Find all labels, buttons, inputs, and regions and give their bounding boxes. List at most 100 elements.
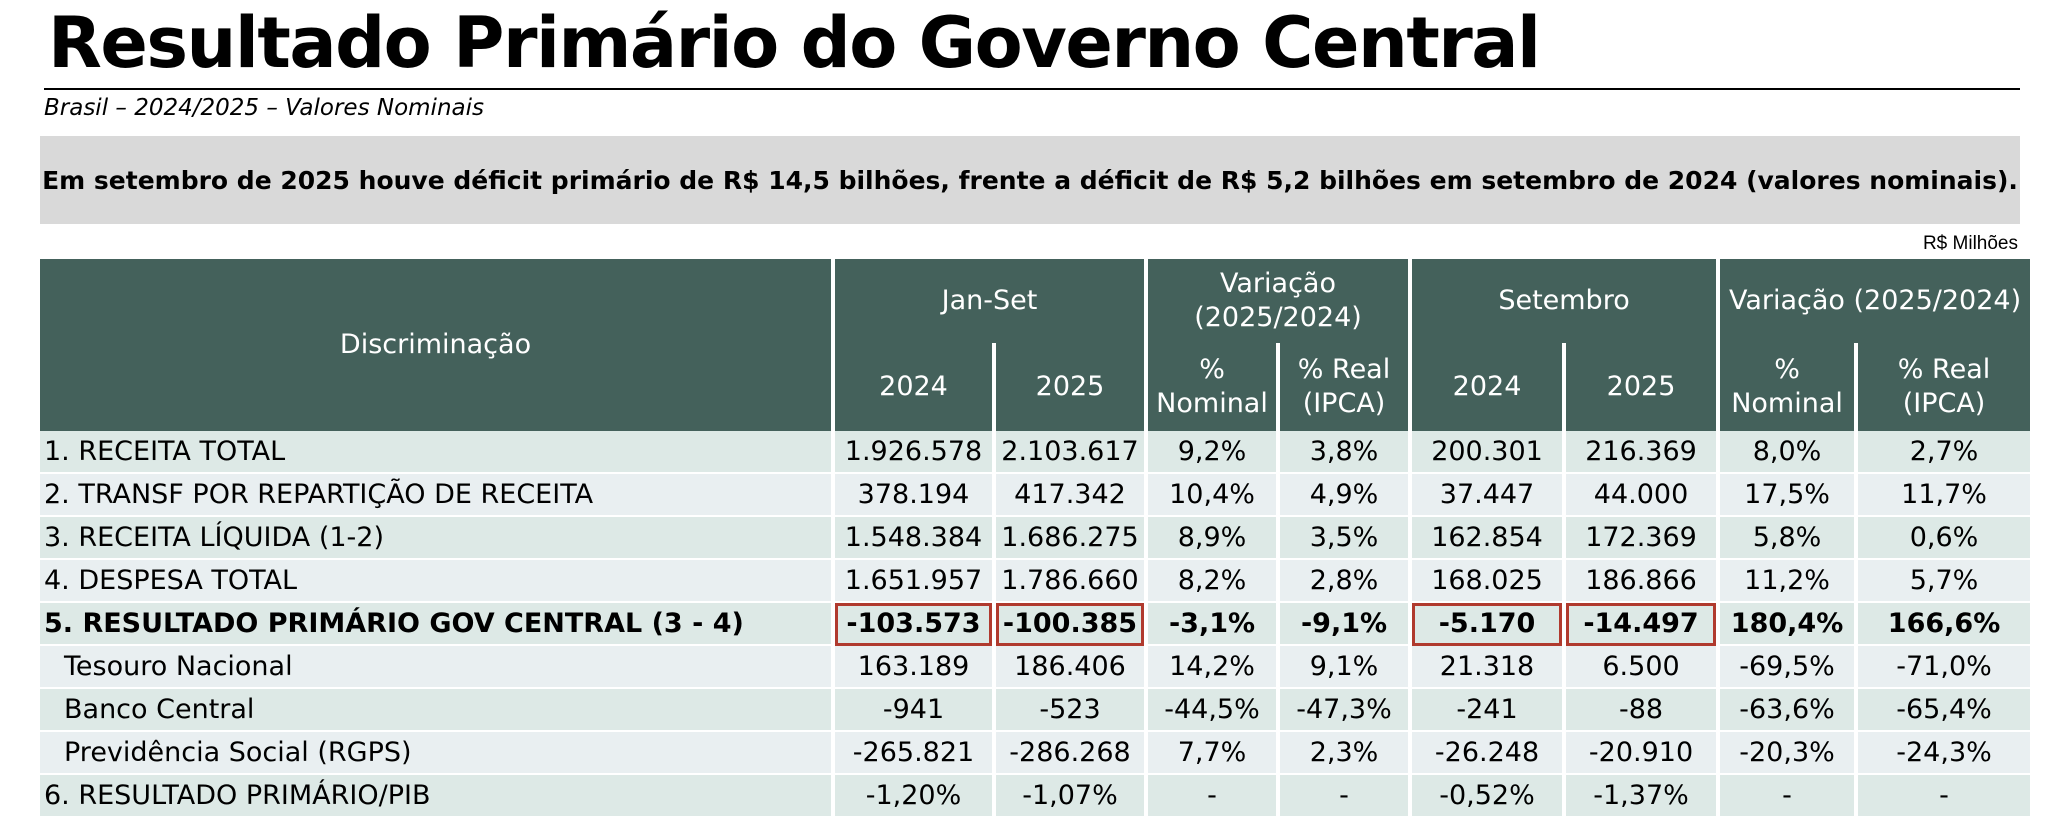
table-row-tesouro-nacional: Tesouro Nacional 163.189 186.406 14,2% 9…	[40, 646, 2031, 689]
header-pct-real-2: % Real (IPCA)	[1858, 343, 2031, 431]
row-label: Previdência Social (RGPS)	[40, 732, 831, 775]
header-pct-real-1: % Real (IPCA)	[1280, 343, 1409, 431]
row-label: 2. TRANSF POR REPARTIÇÃO DE RECEITA	[40, 474, 831, 517]
highlighted-cell: -103.573	[835, 603, 992, 646]
header-real-label: % Real	[1897, 354, 1991, 385]
header-pct-nominal-1: % Nominal	[1148, 343, 1277, 431]
table-cell: 186.406	[996, 646, 1145, 689]
table-cell: 168.025	[1412, 560, 1563, 603]
header-nominal-label: Nominal	[1731, 388, 1843, 419]
table-cell: 3,8%	[1280, 431, 1409, 474]
table-row-resultado-pib: 6. RESULTADO PRIMÁRIO/PIB -1,20% -1,07% …	[40, 775, 2031, 818]
table-cell: -44,5%	[1148, 689, 1277, 732]
header-group-setembro: Setembro	[1412, 259, 1717, 343]
table-cell: 37.447	[1412, 474, 1563, 517]
table-cell: 17,5%	[1720, 474, 1855, 517]
table-cell: 1.786.660	[996, 560, 1145, 603]
title-divider	[44, 88, 2020, 90]
table-row-banco-central: Banco Central -941 -523 -44,5% -47,3% -2…	[40, 689, 2031, 732]
table-cell: -941	[835, 689, 992, 732]
table-cell: 9,1%	[1280, 646, 1409, 689]
header-jan-set-2024: 2024	[835, 343, 992, 431]
table-cell: 44.000	[1566, 474, 1717, 517]
table-cell: -26.248	[1412, 732, 1563, 775]
table-cell: 162.854	[1412, 517, 1563, 560]
table-cell: 6.500	[1566, 646, 1717, 689]
header-ipca-label: (IPCA)	[1302, 388, 1386, 419]
header-nominal-label: Nominal	[1156, 388, 1268, 419]
table-cell: 0,6%	[1858, 517, 2031, 560]
table-cell: 5,7%	[1858, 560, 2031, 603]
page-title: Resultado Primário do Governo Central	[48, 2, 1541, 84]
table-cell: -71,0%	[1858, 646, 2031, 689]
table-cell: 163.189	[835, 646, 992, 689]
row-label: Tesouro Nacional	[40, 646, 831, 689]
header-group-variacao-jan-set: Variação (2025/2024)	[1148, 259, 1409, 343]
table-cell: 1.686.275	[996, 517, 1145, 560]
table-cell: -9,1%	[1280, 603, 1409, 646]
table-row-previdencia-social: Previdência Social (RGPS) -265.821 -286.…	[40, 732, 2031, 775]
table-cell: 1.651.957	[835, 560, 992, 603]
table-cell: 200.301	[1412, 431, 1563, 474]
results-table: Discriminação Jan-Set Variação (2025/202…	[36, 259, 2034, 818]
table-cell: -24,3%	[1858, 732, 2031, 775]
table-cell: 11,7%	[1858, 474, 2031, 517]
header-ipca-label: (IPCA)	[1902, 388, 1986, 419]
header-pct-symbol: %	[1199, 354, 1225, 385]
table-row-despesa-total: 4. DESPESA TOTAL 1.651.957 1.786.660 8,2…	[40, 560, 2031, 603]
table-cell: 186.866	[1566, 560, 1717, 603]
row-label: 1. RECEITA TOTAL	[40, 431, 831, 474]
table-row-receita-liquida: 3. RECEITA LÍQUIDA (1-2) 1.548.384 1.686…	[40, 517, 2031, 560]
table-cell: 417.342	[996, 474, 1145, 517]
table-cell: 2,3%	[1280, 732, 1409, 775]
unit-note: R$ Milhões	[1922, 233, 2018, 254]
row-label: Banco Central	[40, 689, 831, 732]
highlighted-cell: -14.497	[1566, 603, 1717, 646]
header-variacao-line1: Variação	[1220, 268, 1336, 299]
table-cell: 166,6%	[1858, 603, 2031, 646]
table-cell: 172.369	[1566, 517, 1717, 560]
table-cell: -69,5%	[1720, 646, 1855, 689]
table-cell: -1,37%	[1566, 775, 1717, 818]
table-cell: 1.926.578	[835, 431, 992, 474]
table-cell: 7,7%	[1148, 732, 1277, 775]
table-cell: -241	[1412, 689, 1563, 732]
table-cell: -88	[1566, 689, 1717, 732]
table-cell: 2.103.617	[996, 431, 1145, 474]
table-cell: -65,4%	[1858, 689, 2031, 732]
table-row-resultado-primario: 5. RESULTADO PRIMÁRIO GOV CENTRAL (3 - 4…	[40, 603, 2031, 646]
table-cell: 180,4%	[1720, 603, 1855, 646]
summary-text: Em setembro de 2025 houve déficit primár…	[42, 165, 2018, 195]
highlighted-cell: -5.170	[1412, 603, 1563, 646]
header-setembro-2025: 2025	[1566, 343, 1717, 431]
table-cell: -20,3%	[1720, 732, 1855, 775]
header-real-label: % Real	[1297, 354, 1391, 385]
table-cell: 8,9%	[1148, 517, 1277, 560]
row-label: 4. DESPESA TOTAL	[40, 560, 831, 603]
header-group-variacao-setembro: Variação (2025/2024)	[1720, 259, 2031, 343]
row-label: 5. RESULTADO PRIMÁRIO GOV CENTRAL (3 - 4…	[40, 603, 831, 646]
table-cell: -1,20%	[835, 775, 992, 818]
header-setembro-2024: 2024	[1412, 343, 1563, 431]
header-discriminacao: Discriminação	[40, 259, 831, 431]
table-cell: 10,4%	[1148, 474, 1277, 517]
table-cell: -20.910	[1566, 732, 1717, 775]
table-cell: 14,2%	[1148, 646, 1277, 689]
table-cell: -	[1280, 775, 1409, 818]
table-cell: -63,6%	[1720, 689, 1855, 732]
header-pct-nominal-2: % Nominal	[1720, 343, 1855, 431]
table-cell: -1,07%	[996, 775, 1145, 818]
header-pct-symbol: %	[1774, 354, 1800, 385]
table-cell: 5,8%	[1720, 517, 1855, 560]
table-cell: 21.318	[1412, 646, 1563, 689]
table-cell: -	[1148, 775, 1277, 818]
summary-box: Em setembro de 2025 houve déficit primár…	[40, 136, 2020, 224]
table-cell: 216.369	[1566, 431, 1717, 474]
header-jan-set-2025: 2025	[996, 343, 1145, 431]
header-group-jan-set: Jan-Set	[835, 259, 1145, 343]
table-cell: 8,0%	[1720, 431, 1855, 474]
table-cell: 378.194	[835, 474, 992, 517]
highlighted-cell: -100.385	[996, 603, 1145, 646]
table-cell: 11,2%	[1720, 560, 1855, 603]
